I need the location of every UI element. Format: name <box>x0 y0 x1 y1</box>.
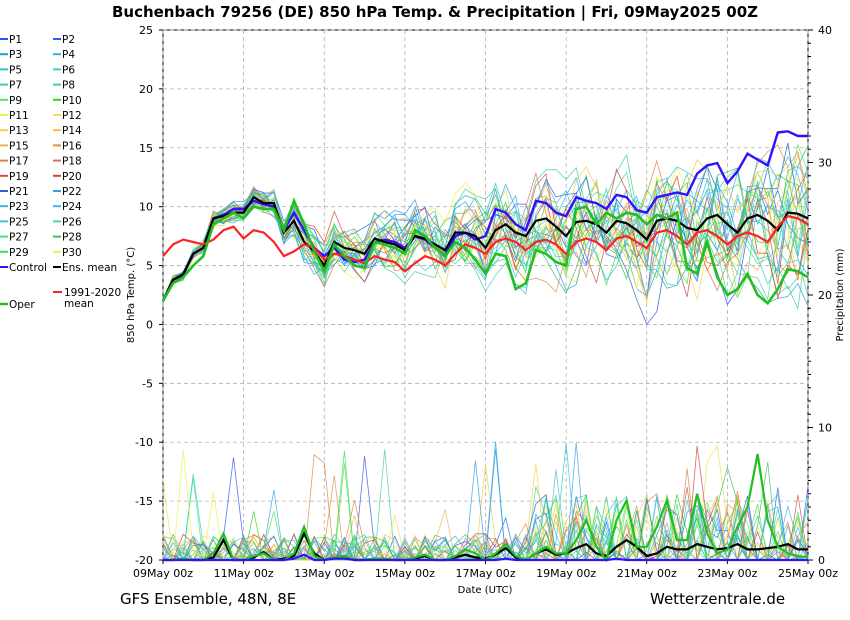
legend-label: P24 <box>62 201 82 213</box>
member-p28-temp <box>162 145 809 300</box>
legend-label: P29 <box>9 247 29 259</box>
legend-label: P3 <box>9 49 22 61</box>
y2-tick-label: 10 <box>818 422 832 435</box>
legend-label: P5 <box>9 64 22 76</box>
grid-lines <box>162 29 809 561</box>
legend-label: P4 <box>62 49 75 61</box>
chart-title: Buchenbach 79256 (DE) 850 hPa Temp. & Pr… <box>112 3 758 22</box>
y-tick-label: 10 <box>139 201 153 214</box>
highlighted-series <box>161 130 809 563</box>
x-tick-label: 25May 00z <box>778 567 838 580</box>
legend-label: P30 <box>62 247 82 259</box>
series-line-control <box>161 130 808 302</box>
y-axis-ticks: 25 20 15 10 5 0 -5 -10 -15 -20 <box>135 24 163 567</box>
legend-label: P26 <box>62 216 82 228</box>
member-p27-precip <box>163 478 808 562</box>
legend-label: P13 <box>9 125 29 137</box>
legend-label: Ens. mean <box>62 262 117 274</box>
legend-label: P27 <box>9 232 29 244</box>
legend-label: P20 <box>62 171 82 183</box>
legend-label: P18 <box>62 156 82 168</box>
legend-label: P9 <box>9 95 22 107</box>
legend-label: P19 <box>9 171 29 183</box>
series-line-oper <box>161 197 809 306</box>
member-p22-precip <box>162 441 808 561</box>
legend-label: P15 <box>9 140 29 152</box>
y-tick-label: -10 <box>135 436 153 449</box>
y-tick-label: -15 <box>135 495 153 508</box>
x-tick-label: 21May 00z <box>617 567 677 580</box>
x-axis-label: Date (UTC) <box>458 585 513 596</box>
y-tick-label: 25 <box>139 24 153 37</box>
y-tick-label: 5 <box>146 260 153 273</box>
legend-label: 1991-2020 <box>64 287 121 299</box>
x-tick-label: 09May 00z <box>133 567 193 580</box>
x-tick-label: 13May 00z <box>294 567 354 580</box>
x-axis-ticks: 09May 00z 11May 00z 13May 00z 15May 00z 17Ma… <box>133 560 838 580</box>
y-tick-label: -5 <box>142 377 153 390</box>
footer-model: GFS Ensemble, 48N, 8E <box>120 590 296 608</box>
y-axis-label: 850 hPa Temp. (°C) <box>126 247 137 343</box>
legend-label: P23 <box>9 201 29 213</box>
legend-label: P21 <box>9 186 29 198</box>
y-tick-label: 0 <box>146 318 153 331</box>
y2-tick-label: 30 <box>818 157 832 170</box>
legend-label: P17 <box>9 156 29 168</box>
y2-axis-ticks: 40 30 20 10 0 <box>808 24 832 567</box>
x-tick-label: 15May 00z <box>375 567 435 580</box>
legend-label: Control <box>9 262 47 274</box>
legend-label: P25 <box>9 216 29 228</box>
legend-label: P6 <box>62 64 75 76</box>
x-tick-label: 11May 00z <box>214 567 274 580</box>
y-tick-label: -20 <box>135 554 153 567</box>
precip-line-control <box>163 553 808 562</box>
y-tick-label: 20 <box>139 83 153 96</box>
legend-label: P12 <box>62 110 82 122</box>
y-tick-label: 15 <box>139 142 153 155</box>
x-tick-label: 17May 00z <box>455 567 515 580</box>
legend-label: mean <box>64 298 94 310</box>
legend-label: P8 <box>62 80 75 92</box>
x-tick-label: 23May 00z <box>697 567 757 580</box>
legend-label: Oper <box>9 299 35 311</box>
legend-label: P16 <box>62 140 82 152</box>
y2-axis-label: Precipitation (mm) <box>835 248 846 341</box>
member-p20-precip <box>162 445 808 562</box>
legend: P1 P2 P3 P4 P5 P6 P7 P8 P9 P10 P11 P12 P13 P14 P15 P16 P… <box>0 34 121 311</box>
footer-source: Wetterzentrale.de <box>650 590 785 608</box>
y2-tick-label: 40 <box>818 24 832 37</box>
x-tick-label: 19May 00z <box>536 567 596 580</box>
legend-label: P11 <box>9 110 29 122</box>
y2-tick-label: 20 <box>818 289 832 302</box>
series-line-1991-2020-mean <box>162 214 809 273</box>
y2-tick-label: 0 <box>818 554 825 567</box>
legend-label: P7 <box>9 80 22 92</box>
series-line-ens-mean <box>162 195 809 302</box>
member-p30-temp <box>162 166 809 300</box>
legend-label: P1 <box>9 34 22 46</box>
legend-label: P22 <box>62 186 82 198</box>
legend-label: P14 <box>62 125 82 137</box>
legend-label: P2 <box>62 34 75 46</box>
legend-label: P28 <box>62 232 82 244</box>
legend-label: P10 <box>62 95 82 107</box>
